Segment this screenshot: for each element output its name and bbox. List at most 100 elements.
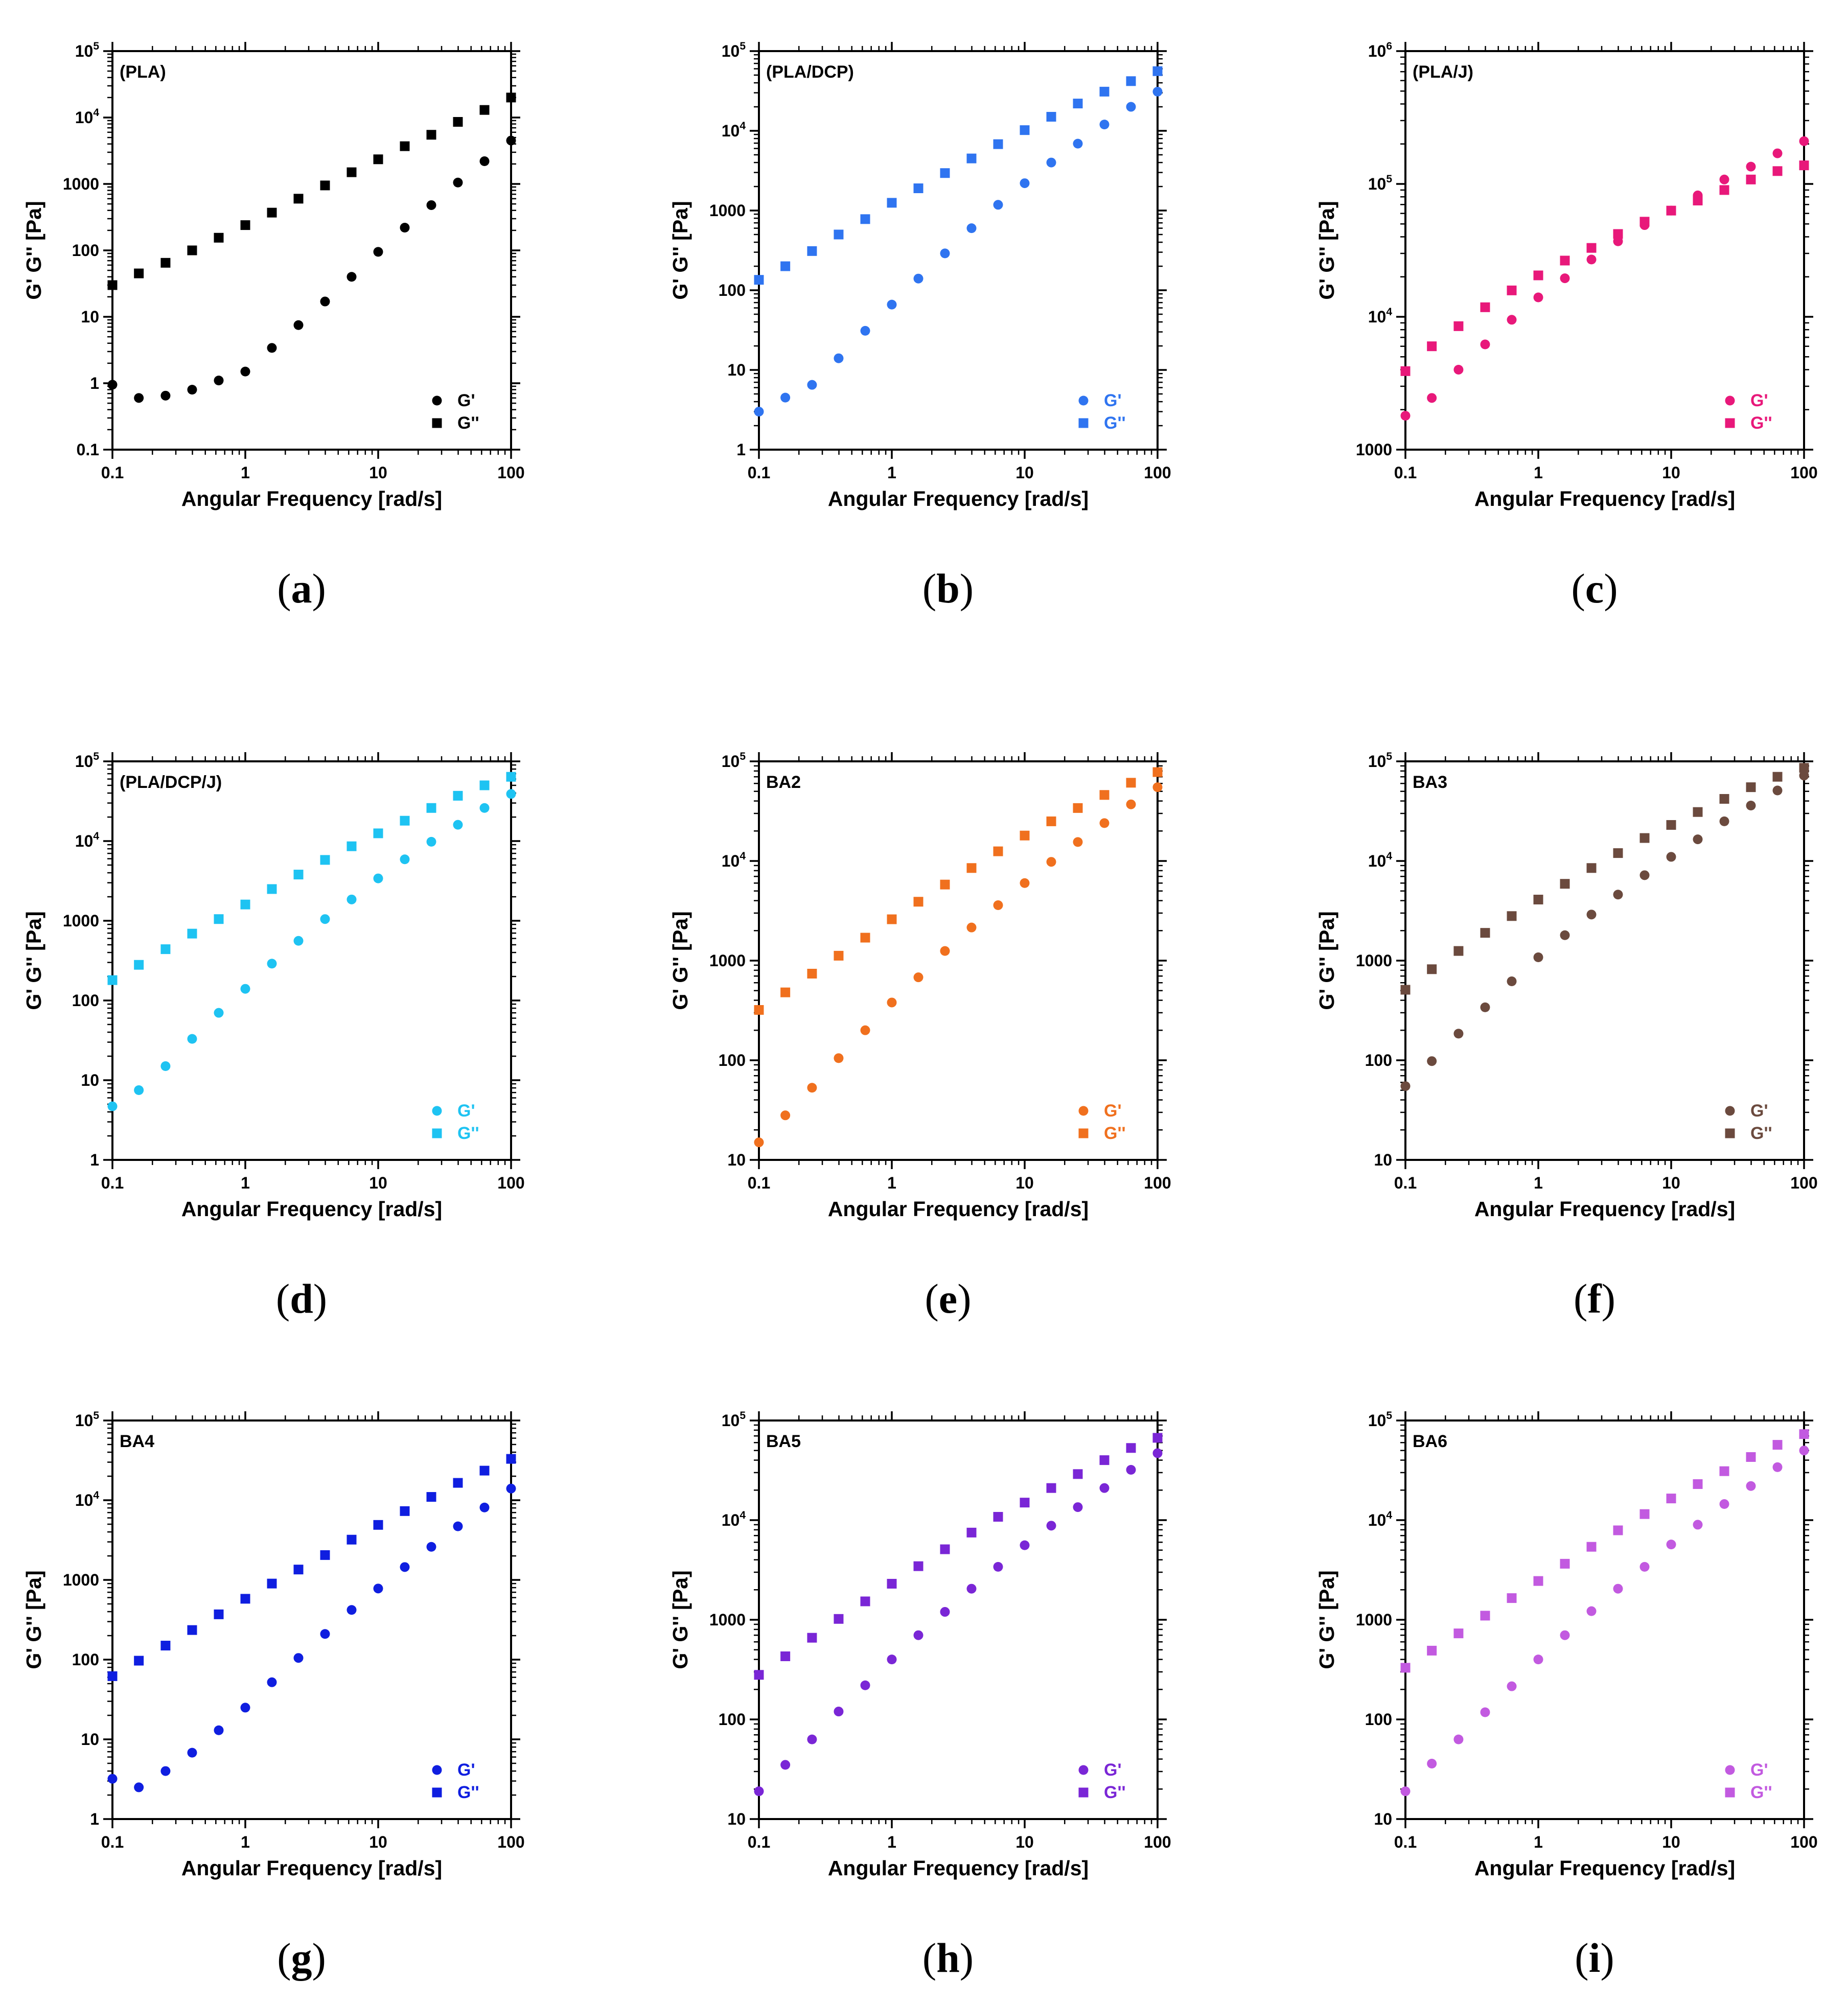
data-point-circle: [1693, 1520, 1703, 1529]
caption-f: (f): [1313, 1275, 1848, 1323]
panel-e: 0.1 1 10 100 10 100 1000 104 105 Angular Frequenc…: [667, 731, 1229, 1344]
data-point-circle: [1720, 1499, 1729, 1509]
legend-marker-circle: [432, 1106, 442, 1116]
data-point-circle: [1773, 1462, 1783, 1472]
data-point-circle: [320, 297, 330, 307]
data-point-square: [453, 1478, 463, 1488]
data-point-square: [427, 1492, 436, 1502]
data-point-square: [506, 1454, 516, 1464]
data-point-circle: [1587, 1606, 1597, 1616]
y-tick-label: 100: [72, 991, 99, 1010]
chart-d: 0.1 1 10 1001101001000104105Angular Frequen…: [20, 731, 583, 1242]
y-axis-title: G' G'' [Pa]: [22, 911, 45, 1010]
data-point-square: [1746, 175, 1755, 184]
data-point-square: [1667, 1494, 1676, 1503]
data-point-circle: [267, 1678, 277, 1687]
data-point-circle: [1401, 1081, 1411, 1091]
data-point-square: [1640, 217, 1650, 226]
y-tick-label: 105: [722, 751, 746, 771]
data-point-square: [267, 884, 277, 894]
legend: G' G'': [432, 1760, 479, 1802]
series-g-double-prime: [108, 1454, 516, 1681]
legend-label: G': [457, 1760, 475, 1780]
plot-frame: [112, 51, 511, 450]
data-point-circle: [1153, 782, 1163, 792]
y-axis-title: G' G'' [Pa]: [668, 1570, 692, 1669]
data-point-circle: [108, 1774, 118, 1784]
data-point-circle: [807, 1083, 817, 1092]
y-tick-label: 1000: [1356, 951, 1392, 970]
data-point-square: [1534, 1576, 1543, 1586]
data-point-square: [1773, 772, 1783, 782]
data-point-square: [1427, 1646, 1437, 1656]
series-g-double-prime: [754, 66, 1163, 285]
legend-label: G'': [457, 1783, 479, 1802]
data-point-square: [1020, 1498, 1030, 1507]
data-point-square: [754, 1670, 764, 1680]
data-point-square: [1587, 1542, 1597, 1552]
x-axis-title: Angular Frequency [rad/s]: [1474, 1197, 1735, 1221]
legend-label: G': [1750, 391, 1768, 410]
data-point-circle: [780, 1760, 790, 1769]
data-point-square: [861, 933, 870, 943]
data-point-circle: [1720, 175, 1729, 184]
data-point-square: [780, 1651, 790, 1661]
chart-f: 0.1 1 10 100101001000104105Angular Frequenc…: [1313, 731, 1848, 1242]
data-point-circle: [966, 223, 976, 233]
y-tick-label: 100: [1365, 1051, 1392, 1069]
panel-title: (PLA/DCP): [766, 62, 854, 82]
data-point-circle: [374, 1583, 383, 1593]
y-tick-label: 105: [1368, 1410, 1393, 1430]
data-point-circle: [780, 1110, 790, 1120]
data-point-circle: [480, 156, 490, 166]
data-point-square: [1480, 302, 1490, 312]
y-tick-label: 104: [1368, 850, 1393, 870]
y-tick-label: 105: [75, 751, 100, 771]
data-point-square: [1746, 1452, 1755, 1462]
x-tick-label: 10: [1015, 1174, 1034, 1192]
y-tick-label: 104: [75, 107, 100, 127]
x-tick-label: 100: [497, 463, 524, 482]
data-point-circle: [1693, 834, 1703, 844]
legend-marker-square: [432, 418, 442, 428]
data-point-square: [1613, 848, 1623, 858]
legend-marker-square: [1725, 418, 1735, 428]
x-tick-label: 100: [497, 1833, 524, 1851]
chart-h: 0.1 1 10 100 10 100 1000 104 105 Angular Frequenc…: [667, 1390, 1229, 1901]
legend-marker-circle: [1079, 1106, 1089, 1116]
y-tick-label: 104: [722, 1509, 746, 1529]
data-point-circle: [1453, 365, 1463, 375]
data-point-square: [780, 262, 790, 271]
data-point-square: [1480, 928, 1490, 938]
panel-title: (PLA/J): [1413, 62, 1473, 82]
x-tick-label: 1: [1534, 1174, 1543, 1192]
data-point-circle: [506, 789, 516, 799]
data-point-square: [1047, 817, 1056, 826]
data-point-square: [1534, 270, 1543, 280]
x-axis-title: Angular Frequency [rad/s]: [181, 1856, 442, 1880]
data-point-square: [1799, 1429, 1809, 1439]
series-g-prime: [754, 782, 1163, 1147]
data-point-circle: [453, 178, 463, 188]
data-point-circle: [966, 923, 976, 933]
y-tick-label: 106: [1368, 40, 1392, 60]
data-point-circle: [940, 946, 950, 956]
data-point-circle: [807, 1735, 817, 1744]
data-point-square: [427, 803, 436, 813]
data-point-square: [1693, 807, 1703, 817]
data-point-circle: [1799, 1446, 1809, 1455]
data-point-square: [1667, 820, 1676, 830]
data-point-circle: [214, 1726, 224, 1735]
caption-a: (a): [20, 565, 583, 613]
data-point-square: [1640, 833, 1650, 843]
data-point-circle: [1126, 800, 1136, 809]
legend-marker-circle: [1079, 1765, 1089, 1775]
legend-label: G'': [457, 413, 479, 433]
data-point-circle: [1020, 1541, 1030, 1550]
x-tick-label: 1: [887, 463, 896, 482]
data-point-square: [400, 142, 410, 151]
data-point-square: [807, 1633, 817, 1643]
data-point-square: [160, 258, 170, 268]
x-tick-label: 0.1: [748, 1833, 770, 1851]
data-point-square: [1799, 763, 1809, 773]
